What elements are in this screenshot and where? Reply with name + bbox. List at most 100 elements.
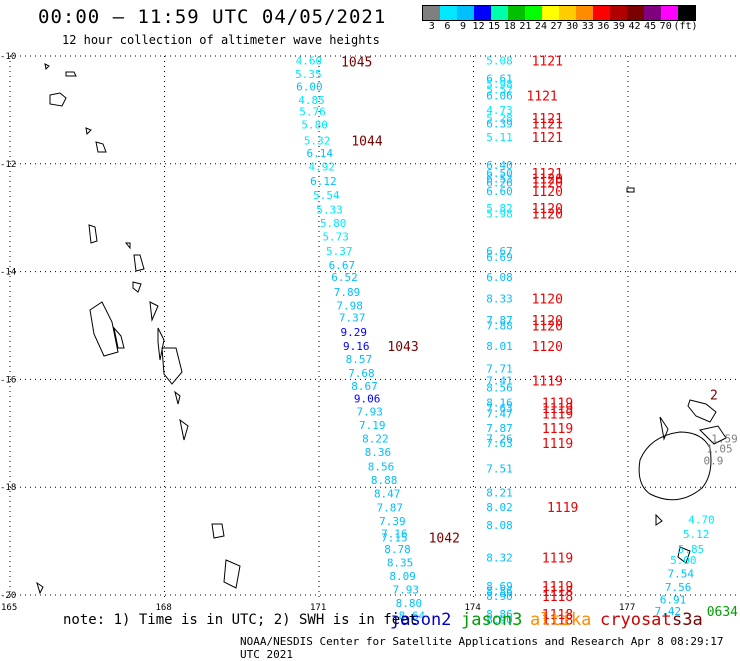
lat-tick-label: -10 bbox=[0, 52, 16, 62]
color-scale-labels: 3 6 9 12 15 18 21 24 27 30 33 36 39 42 45 70 (ft) bbox=[424, 21, 698, 32]
wave-height-label: 6.12 bbox=[310, 175, 337, 188]
pass-time-label: 1121 bbox=[532, 117, 563, 132]
wave-height-label: 8.80 bbox=[396, 597, 423, 610]
wave-height-label: 6.06 bbox=[486, 89, 512, 102]
scale-label: 39 bbox=[612, 21, 625, 32]
wave-height-label: 7.26 bbox=[486, 433, 512, 446]
pass-time-label: 1119 bbox=[547, 501, 578, 516]
island-shape bbox=[638, 399, 727, 564]
wave-height-label: 6.67 bbox=[486, 245, 512, 258]
pass-time-label: 1121 bbox=[526, 89, 557, 104]
lon-tick-label: 168 bbox=[156, 603, 172, 613]
wave-height-label: 1.05 bbox=[706, 442, 733, 455]
scale-label: 30 bbox=[566, 21, 579, 32]
wave-height-label: 6.53 bbox=[486, 172, 512, 185]
wave-height-label: 7.93 bbox=[356, 406, 383, 419]
wave-height-label: 5.73 bbox=[322, 231, 349, 244]
wave-height-label: 6.14 bbox=[306, 147, 333, 160]
wave-height-label: 9.06 bbox=[354, 392, 381, 405]
wave-height-label: 8.21 bbox=[486, 487, 512, 500]
pass-time-label: 1119 bbox=[542, 422, 573, 437]
wave-height-label: 8.47 bbox=[374, 488, 401, 501]
pass-time-label: 1042 bbox=[429, 531, 460, 546]
pass-time-label: 1121 bbox=[532, 167, 563, 182]
pass-time-label: 1043 bbox=[387, 340, 418, 355]
wave-height-label: 6.50 bbox=[486, 167, 512, 180]
pass-time-label: 1119 bbox=[542, 407, 573, 422]
wave-height-label: 8.90 bbox=[486, 590, 512, 603]
pass-time-label: 1120 bbox=[532, 172, 563, 187]
pass-time-label: 1118 bbox=[542, 608, 573, 623]
credit-line: NOAA/NESDIS Center for Satellite Applica… bbox=[240, 635, 724, 661]
map-subtitle: 12 hour collection of altimeter wave hei… bbox=[62, 33, 380, 47]
pass-time-label: 1120 bbox=[532, 314, 563, 329]
satellite-legend-item: altika bbox=[530, 610, 592, 630]
lon-tick-label: 177 bbox=[619, 603, 635, 613]
wave-height-label: 5.54 bbox=[313, 189, 340, 202]
wave-height-label: 7.19 bbox=[359, 419, 386, 432]
pass-time-label: 1121 bbox=[532, 112, 563, 127]
wave-height-label: 7.89 bbox=[334, 286, 361, 299]
pass-time-label: 1120 bbox=[532, 320, 563, 335]
pass-time-label: 1044 bbox=[351, 135, 382, 150]
wave-height-label: 5.00 bbox=[670, 554, 697, 567]
pass-time-label: 0634 bbox=[707, 605, 738, 620]
wave-height-label: 7.37 bbox=[339, 311, 366, 324]
wave-height-label: 6.26 bbox=[486, 177, 512, 190]
scale-swatch bbox=[525, 6, 542, 20]
wave-height-label: 5.80 bbox=[301, 118, 328, 131]
wave-height-label: 6.67 bbox=[329, 259, 356, 272]
wave-height-label: 5.80 bbox=[320, 217, 347, 230]
wave-height-label: 6.69 bbox=[486, 251, 512, 264]
scale-swatch bbox=[491, 6, 508, 20]
wave-height-label: 6.91 bbox=[660, 593, 687, 606]
wave-height-label: 6.61 bbox=[486, 73, 512, 86]
wave-height-label: 8.02 bbox=[486, 501, 512, 514]
wave-height-label: 8.78 bbox=[384, 543, 411, 556]
lat-tick-label: -16 bbox=[0, 375, 16, 385]
footer-note: note: 1) Time is in UTC; 2) SWH is in fe… bbox=[63, 612, 418, 628]
wave-height-label: 8.01 bbox=[486, 340, 512, 353]
wave-height-label: 7.39 bbox=[379, 515, 406, 528]
scale-swatch bbox=[474, 6, 491, 20]
wave-height-label: 6.08 bbox=[486, 271, 512, 284]
wave-height-label: 8.56 bbox=[486, 381, 512, 394]
wave-height-label: 7.56 bbox=[665, 581, 692, 594]
wave-height-label: 5.37 bbox=[326, 245, 353, 258]
wave-height-label: 4.73 bbox=[486, 104, 512, 117]
pass-time-label: 1118 bbox=[542, 590, 573, 605]
wave-height-label: 7.68 bbox=[348, 367, 375, 380]
lat-tick-label: -14 bbox=[0, 268, 16, 278]
wave-height-label: 7.93 bbox=[392, 584, 419, 597]
scale-swatch bbox=[678, 6, 695, 20]
wave-height-label: 7.51 bbox=[486, 462, 512, 475]
scale-label: 9 bbox=[459, 21, 466, 32]
wave-height-label: 8.86 bbox=[486, 608, 512, 621]
wave-height-label: 7.63 bbox=[486, 437, 512, 450]
scale-swatch bbox=[661, 6, 678, 20]
scale-label: 18 bbox=[503, 21, 516, 32]
wave-height-label: 5.76 bbox=[299, 106, 326, 119]
scale-label: 6 bbox=[444, 21, 451, 32]
scale-swatch bbox=[576, 6, 593, 20]
wave-height-label: 7.54 bbox=[668, 567, 695, 580]
scale-swatch bbox=[644, 6, 661, 20]
pass-time-label: 1119 bbox=[542, 402, 573, 417]
scale-label: 15 bbox=[488, 21, 501, 32]
wave-height-label: 8.33 bbox=[486, 293, 512, 306]
scale-label: 36 bbox=[597, 21, 610, 32]
wave-height-label: 5.11 bbox=[486, 131, 512, 144]
lat-tick-label: -20 bbox=[0, 591, 16, 601]
pass-time-label: 1120 bbox=[532, 202, 563, 217]
scale-swatch bbox=[457, 6, 474, 20]
lon-tick-label: 174 bbox=[465, 603, 481, 613]
scale-label: 21 bbox=[519, 21, 532, 32]
pass-time-label: 2 bbox=[710, 388, 718, 403]
island-shape bbox=[36, 63, 241, 595]
wave-height-label: 8.16 bbox=[486, 397, 512, 410]
wave-height-label: 8.56 bbox=[368, 461, 395, 474]
scale-label: 33 bbox=[581, 21, 594, 32]
wave-height-label: 4.60 bbox=[296, 54, 323, 67]
pass-time-label: 1118 bbox=[542, 585, 573, 600]
